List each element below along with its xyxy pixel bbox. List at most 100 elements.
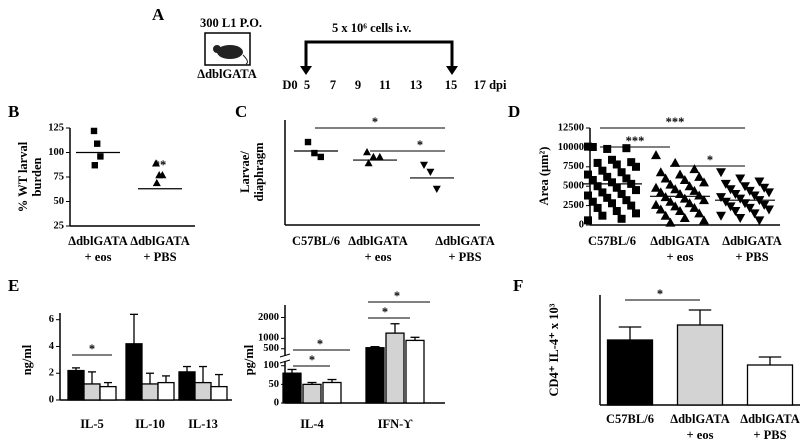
point [603,193,612,202]
point [426,168,435,176]
point [699,177,709,187]
point [665,179,676,189]
y-tick-label: 100 [48,147,64,158]
point [593,203,602,212]
point [593,158,602,167]
point [584,142,592,151]
x-tick-label: + eos [687,428,714,442]
y-tick-label: 2 [49,368,54,379]
y-tick-label: 2000 [258,312,279,323]
y-axis-label: burden [30,158,44,197]
point [684,181,695,191]
point [622,174,631,183]
x-tick-label: + PBS [143,250,176,264]
significance-label: * [657,287,663,301]
point [608,178,616,187]
bar [67,369,85,401]
y-tick-label: 500 [263,343,279,354]
x-tick-label: IL-4 [300,417,324,431]
x-tick-label: C57BL/6 [606,412,654,426]
point [749,209,760,219]
x-tick-label: IFN-ϒ [378,417,414,431]
point [584,216,592,225]
point [730,189,741,199]
bar [157,381,175,401]
point [598,211,607,220]
y-axis-label: % WT larval [16,141,30,212]
point [740,199,750,209]
y-tick-label: 1000 [258,333,279,344]
point [655,204,666,214]
point [304,138,312,146]
point [91,162,98,169]
point [608,199,616,208]
significance-label: * [309,353,315,367]
day-label: 11 [379,78,391,92]
x-tick-label: IL-13 [188,417,218,431]
axis-break [281,356,289,361]
significance-label: * [89,342,95,356]
point [632,162,640,171]
significance-label: * [372,115,378,129]
x-tick-label: ΔdblGATA [130,234,189,248]
bar [385,332,405,404]
panel-label: A [152,5,165,24]
point [588,175,597,184]
point [764,188,774,198]
bar [322,381,342,404]
point [735,194,746,204]
x-tick-label: ΔdblGATA [740,412,799,426]
point [588,143,597,152]
point [90,127,98,135]
bar [194,381,212,401]
bar [210,385,228,401]
x-tick-label: + PBS [448,250,481,264]
dose: 300 L1 P.O. [200,16,262,30]
day-label: 5 [304,78,310,92]
y-tick-label: 5000 [563,181,584,192]
point [651,150,661,160]
significance-label: * [417,138,423,152]
panel-label: B [8,102,19,121]
x-tick-label: ΔdblGATA [722,234,781,248]
panel-label: E [8,276,19,295]
point [94,140,101,147]
significance-label: * [382,305,388,319]
point [670,157,681,167]
bar [302,383,322,404]
point [627,201,636,210]
panel-label: C [235,102,247,121]
x-tick-label: C57BL/6 [588,234,636,248]
point [679,174,690,184]
x-tick-label: ΔdblGATA [670,412,729,426]
point [622,144,631,153]
point [716,211,726,221]
y-tick-label: 50 [54,196,65,207]
y-axis-label: ng/ml [20,344,34,375]
bracket [304,40,454,70]
point [655,187,666,197]
point [694,208,705,218]
point [603,172,612,181]
point [617,214,626,223]
point [689,185,700,195]
bar [178,371,196,401]
y-tick-label: 0 [49,394,54,405]
point [598,166,607,175]
mouse-icon [217,45,243,59]
point [735,214,746,224]
y-axis-label: pg/ml [242,344,256,375]
point [432,185,441,193]
point [684,198,695,208]
point [588,197,597,206]
y-tick-label: 0 [579,219,584,230]
y-axis-label: Area (μm²) [537,147,551,206]
point [584,170,592,179]
significance-label: * [707,153,713,167]
point [699,195,709,205]
y-tick-label: 6 [49,314,54,325]
x-tick-label: IL-10 [135,417,165,431]
day-label: 17 dpi [473,78,507,92]
mouse-icon [213,45,221,53]
